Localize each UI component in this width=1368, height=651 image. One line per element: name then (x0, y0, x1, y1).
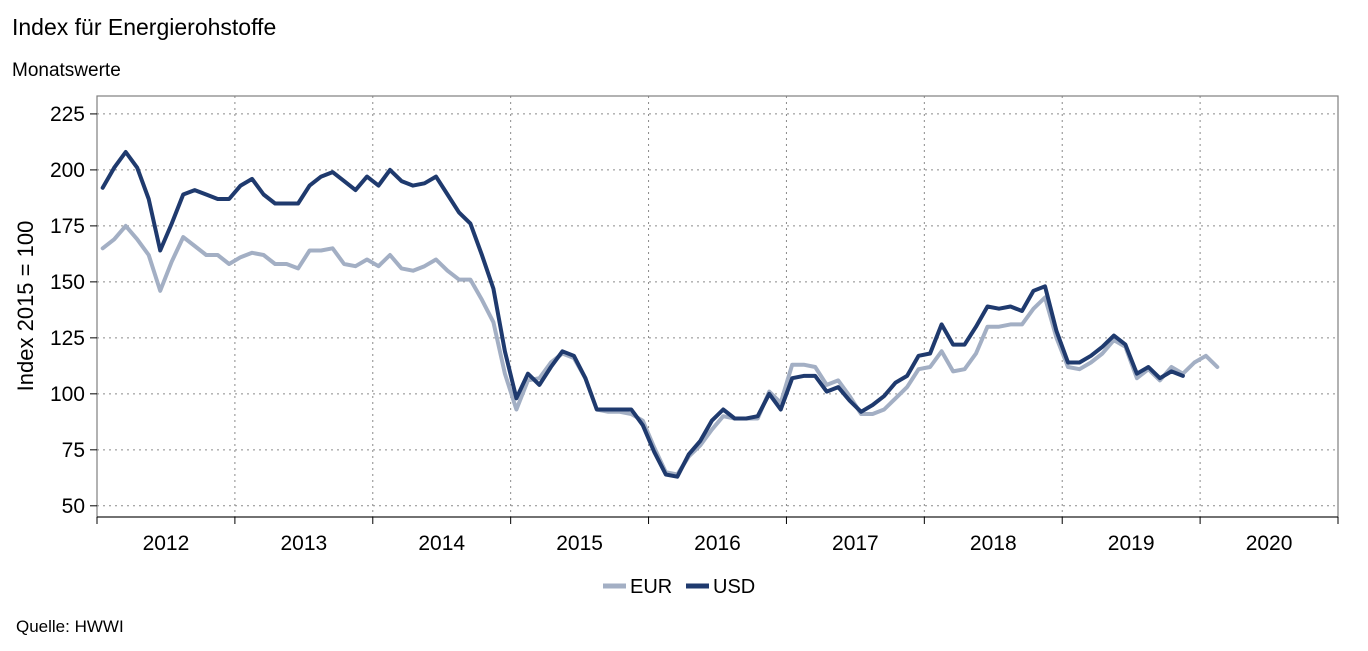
legend: EUR USD (603, 576, 755, 598)
y-tick-label-125: 125 (50, 327, 85, 350)
y-tick-label-225: 225 (50, 103, 85, 126)
y-tick-label-75: 75 (62, 439, 85, 462)
series-lines (100, 150, 1220, 479)
y-tick-label-150: 150 (50, 271, 85, 294)
x-tick-label-2017: 2017 (832, 532, 879, 555)
chart-subtitle: Monatswerte (12, 60, 121, 81)
y-tick-label-200: 200 (50, 159, 85, 182)
x-tick-label-2019: 2019 (1108, 532, 1155, 555)
x-tick-label-2014: 2014 (418, 532, 465, 555)
x-tick-label-2015: 2015 (556, 532, 603, 555)
grid-lines (97, 96, 1338, 517)
y-axis-label: Index 2015 = 100 (13, 221, 38, 392)
x-tick-label-2018: 2018 (970, 532, 1017, 555)
y-tick-label-175: 175 (50, 215, 85, 238)
x-axis: 2012 2013 2014 2015 2016 2017 2018 2019 2020 (96, 516, 1339, 555)
source-note: Quelle: HWWI (16, 617, 124, 636)
x-tick-label-2020: 2020 (1246, 532, 1293, 555)
x-tick-label-2013: 2013 (280, 532, 327, 555)
y-tick-label-100: 100 (50, 383, 85, 406)
series-line-eur (100, 223, 1220, 477)
y-tick-label-50: 50 (62, 495, 85, 518)
x-tick-label-2012: 2012 (143, 532, 190, 555)
y-axis: 50 75 100 125 150 175 200 225 (50, 103, 97, 518)
legend-label-usd: USD (713, 576, 755, 598)
legend-label-eur: EUR (630, 576, 672, 598)
plot-area-frame (96, 95, 1339, 518)
x-tick-label-2016: 2016 (694, 532, 741, 555)
series-line-usd (100, 150, 1185, 479)
chart-title: Index für Energierohstoffe (12, 14, 277, 40)
